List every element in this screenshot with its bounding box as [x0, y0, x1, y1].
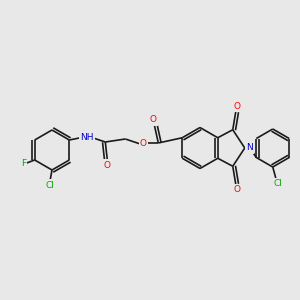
Text: O: O: [150, 116, 157, 124]
Text: O: O: [233, 102, 240, 111]
Text: O: O: [140, 139, 147, 148]
Text: NH: NH: [81, 133, 94, 142]
Text: F: F: [21, 158, 26, 167]
Text: O: O: [104, 160, 111, 169]
Text: Cl: Cl: [46, 181, 54, 190]
Text: N: N: [246, 143, 253, 152]
Text: O: O: [233, 185, 240, 194]
Text: Cl: Cl: [273, 179, 282, 188]
